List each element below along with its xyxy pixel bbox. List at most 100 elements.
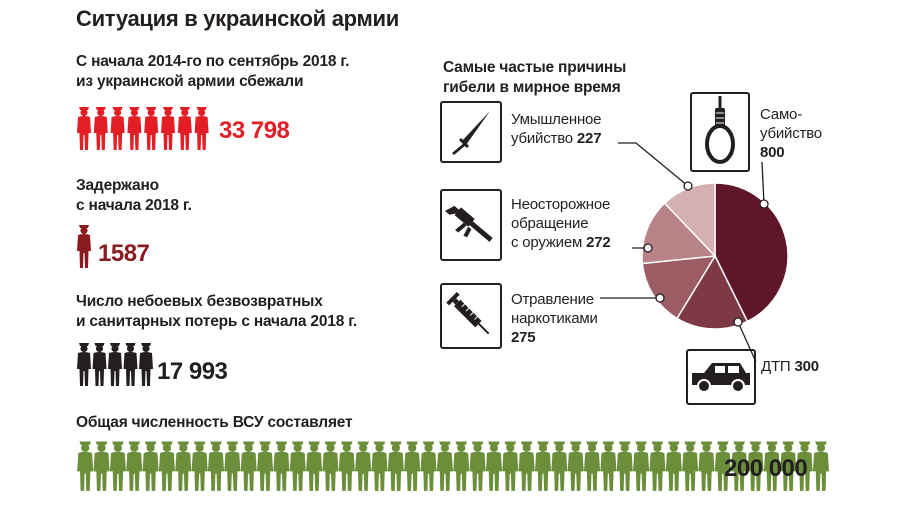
total-soldier-30	[551, 441, 568, 491]
cause-traffic-line1: ДТП	[761, 358, 791, 375]
total-soldier-12	[257, 441, 274, 491]
noose-icon-box	[690, 92, 750, 172]
cause-traffic-label: ДТП 300	[761, 357, 819, 376]
total-soldier-35	[633, 441, 650, 491]
cause-murder-line1: Умышленное	[511, 111, 602, 128]
desertion-soldier-4	[127, 107, 142, 150]
cause-weapon-label: Неосторожное обращение с оружием 272	[511, 195, 611, 252]
total-soldier-38	[682, 441, 699, 491]
leader-suicide	[761, 161, 765, 205]
total-soldier-40	[714, 441, 731, 491]
cause-suicide-line2: убийство	[760, 125, 822, 142]
pie-slice-4	[641, 202, 717, 265]
detained-heading-line1: Задержано	[76, 177, 159, 194]
total-value: 200 000	[724, 455, 808, 482]
losses-soldier-5	[139, 343, 153, 386]
cause-suicide-value: 800	[760, 144, 785, 161]
syringe-icon-box	[440, 283, 502, 349]
total-soldier-42	[747, 441, 764, 491]
knife-icon	[452, 111, 490, 155]
total-soldier-11	[240, 441, 257, 491]
cause-drugs-line1: Отравление	[511, 291, 594, 308]
losses-heading: Число небоевых безвозвратных и санитарны…	[76, 292, 357, 332]
total-figures	[77, 441, 829, 491]
cause-weapon-line2: обращение	[511, 215, 589, 232]
noose-icon	[705, 96, 735, 164]
knife-icon-box	[440, 101, 502, 163]
total-soldier-28	[518, 441, 535, 491]
causes-heading-line1: Самые частые причины	[443, 59, 627, 76]
car-icon-box	[686, 349, 756, 405]
desertion-figures	[77, 107, 209, 150]
losses-heading-line1: Число небоевых безвозвратных	[76, 293, 323, 310]
total-soldier-4	[126, 441, 143, 491]
total-soldier-25	[469, 441, 486, 491]
desertion-heading-line2: из украинской армии сбежали	[76, 73, 304, 90]
total-soldier-41	[731, 441, 748, 491]
cause-murder-value: 227	[576, 130, 602, 147]
total-soldier-1	[77, 441, 94, 491]
total-soldier-29	[534, 441, 552, 491]
cause-murder-label: Умышленное убийство 227	[511, 110, 602, 148]
total-soldier-14	[289, 441, 306, 491]
cause-murder-line2: убийство	[511, 130, 573, 147]
total-soldier-36	[649, 441, 666, 491]
total-soldier-27	[502, 441, 519, 491]
total-soldier-23	[436, 441, 453, 491]
total-soldier-24	[453, 441, 470, 491]
losses-heading-line2: и санитарных потерь с начала 2018 г.	[76, 313, 358, 330]
cause-weapon-line1: Неосторожное	[511, 196, 611, 213]
total-soldier-33	[600, 441, 617, 491]
pie-slice-2	[676, 254, 749, 330]
total-soldier-32	[584, 441, 601, 491]
total-soldier-13	[273, 441, 290, 491]
desertion-heading-line1: С начала 2014-го по сентябрь 2018 г.	[76, 53, 350, 70]
detained-heading-line2: с начала 2018 г.	[76, 197, 192, 214]
page-title: Ситуация в украинской армии	[76, 6, 399, 31]
total-soldier-45	[796, 441, 813, 491]
desertion-soldier-3	[110, 107, 125, 150]
total-soldier-3	[109, 441, 126, 491]
causes-heading-line2: гибели в мирное время	[443, 79, 621, 96]
leader-traffic	[737, 321, 757, 363]
rifle-icon-box	[440, 189, 502, 261]
car-icon	[692, 363, 750, 393]
total-soldier-16	[322, 441, 339, 491]
pie-slice-3	[641, 255, 717, 320]
cause-suicide-label: Само- убийство 800	[760, 105, 822, 162]
desertion-soldier-1	[77, 107, 91, 150]
total-soldier-8	[191, 441, 208, 491]
cause-drugs-line2: наркотиками	[511, 310, 598, 327]
total-soldier-26	[485, 441, 502, 491]
total-soldier-20	[387, 441, 404, 491]
pie-slice-1	[714, 182, 789, 323]
detained-value: 1587	[98, 240, 150, 267]
cause-traffic-value: 300	[794, 358, 819, 375]
leader-murder-dot	[683, 181, 693, 191]
rifle-icon	[444, 205, 493, 242]
causes-heading: Самые частые причины гибели в мирное вре…	[443, 58, 626, 98]
total-soldier-21	[404, 441, 421, 491]
desertion-soldier-8	[194, 107, 209, 150]
losses-value: 17 993	[157, 358, 228, 385]
total-soldier-39	[698, 441, 715, 491]
leader-drugs-dot	[655, 293, 665, 303]
total-soldier-6	[158, 441, 175, 491]
cause-weapon-line3: с оружием	[511, 234, 583, 251]
losses-soldier-4	[123, 343, 138, 386]
total-soldier-18	[355, 441, 372, 491]
losses-soldier-1	[77, 343, 91, 386]
total-soldier-5	[142, 441, 159, 491]
total-soldier-7	[175, 441, 192, 491]
total-soldier-43	[763, 441, 780, 491]
desertion-soldier-7	[177, 107, 192, 150]
leader-weapon-dot	[643, 243, 653, 253]
desertion-value: 33 798	[219, 117, 290, 144]
desertion-soldier-5	[144, 107, 159, 150]
total-soldier-34	[616, 441, 633, 491]
leader-traffic-dot	[733, 317, 743, 327]
total-soldier-37	[665, 441, 682, 491]
desertion-soldier-2	[93, 107, 108, 150]
syringe-icon	[446, 291, 490, 335]
cause-weapon-value: 272	[586, 234, 611, 251]
